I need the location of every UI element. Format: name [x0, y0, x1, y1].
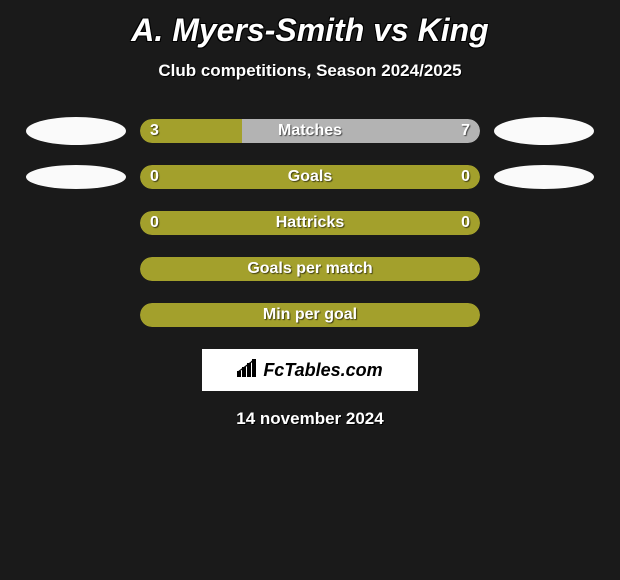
avatar-spacer — [494, 257, 594, 281]
stat-row: 37Matches — [10, 119, 610, 143]
date-line: 14 november 2024 — [0, 409, 620, 429]
stat-row: 00Hattricks — [10, 211, 610, 235]
comparison-chart: 37Matches 00Goals 00Hattricks Goals per mat… — [10, 119, 610, 327]
logo-bars-icon — [237, 359, 259, 382]
avatar-spacer — [494, 303, 594, 327]
stat-bar: 00Hattricks — [140, 211, 480, 235]
stat-label: Goals per match — [140, 257, 480, 281]
avatar-spacer — [26, 211, 126, 235]
logo-box: FcTables.com — [202, 349, 418, 391]
stat-bar: 00Goals — [140, 165, 480, 189]
stat-label: Matches — [140, 119, 480, 143]
stat-label: Hattricks — [140, 211, 480, 235]
stat-label: Goals — [140, 165, 480, 189]
comparison-subtitle: Club competitions, Season 2024/2025 — [0, 61, 620, 81]
player-left-avatar — [26, 117, 126, 145]
comparison-title: A. Myers-Smith vs King — [0, 0, 620, 49]
player-left-avatar — [26, 165, 126, 189]
avatar-spacer — [26, 303, 126, 327]
player-right-avatar — [494, 117, 594, 145]
stat-bar: 37Matches — [140, 119, 480, 143]
stat-row: Goals per match — [10, 257, 610, 281]
stat-row: Min per goal — [10, 303, 610, 327]
stat-row: 00Goals — [10, 165, 610, 189]
stat-label: Min per goal — [140, 303, 480, 327]
stat-bar: Goals per match — [140, 257, 480, 281]
logo-text-label: FcTables.com — [263, 360, 382, 381]
stat-bar: Min per goal — [140, 303, 480, 327]
player-right-avatar — [494, 165, 594, 189]
avatar-spacer — [494, 211, 594, 235]
avatar-spacer — [26, 257, 126, 281]
fctables-logo: FcTables.com — [237, 359, 382, 382]
